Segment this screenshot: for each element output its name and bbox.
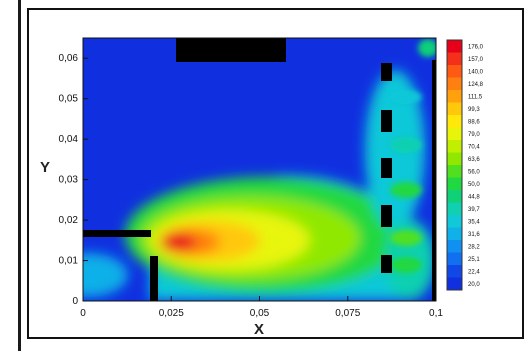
y-tick-label: 0,01 [59,256,79,267]
plot-area [83,38,436,301]
right-wall-seg-2 [381,110,392,132]
colorbar-label: 63,6 [468,157,480,163]
left-border-rule [18,0,21,351]
colorbar-label: 56,0 [468,169,480,175]
colorbar-label: 79,0 [468,132,480,138]
colorbar-swatch [447,65,462,78]
colorbar-swatch [447,177,462,191]
x-tick-label: 0 [80,308,86,319]
x-axis-ticks: 0 0,025 0,05 0,075 0,1 [80,296,443,319]
colorbar-swatch [447,127,462,141]
colorbar-swatch [447,115,462,128]
x-axis-title: X [254,321,264,338]
colorbar-label: 124,8 [468,82,484,88]
colorbar-label: 44,8 [468,194,480,200]
colorbar-swatch [447,77,462,91]
colorbar-label: 20,0 [468,282,480,288]
colorbar-swatch [447,52,462,66]
vent-bubbles [390,39,436,273]
colorbar-label: 111,5 [468,94,483,100]
y-axis-title: Y [40,159,50,176]
colorbar-swatch [447,152,462,166]
x-tick-label: 0,1 [429,308,443,319]
x-tick-label: 0,025 [159,308,184,319]
colorbar-label: 176,0 [468,44,484,50]
colorbar-label: 31,6 [468,232,480,238]
colorbar-swatch [447,40,462,53]
colorbar-swatch [447,190,462,203]
colorbar-swatch [447,90,462,103]
right-wall-seg-4 [381,205,392,227]
y-tick-label: 0,04 [59,134,79,145]
colorbar-label: 22,4 [468,269,480,275]
flow-field [83,70,435,300]
right-wall-seg-1 [381,63,392,81]
colorbar-swatch [447,240,462,253]
colorbar-swatch [447,102,462,116]
colorbar-swatch [447,277,462,291]
right-wall-seg-3 [381,158,392,178]
y-axis-ticks: 0 0,01 0,02 0,03 0,04 0,05 0,06 [59,53,88,307]
right-wall-seg-5 [381,255,392,273]
colorbar-label: 25,1 [468,257,480,263]
colorbar-label: 28,2 [468,244,480,250]
y-tick-label: 0,05 [59,94,79,105]
y-tick-label: 0,06 [59,53,79,64]
y-tick-label: 0 [72,296,78,307]
colorbar-swatch [447,265,462,278]
colorbar: 176,0 157,0 140,0 124,8 111,5 99,3 88,6 79,0 70,… [446,39,484,291]
right-wall-bottom [432,60,436,301]
x-tick-label: 0,05 [250,308,270,319]
colorbar-label: 35,4 [468,219,480,225]
colorbar-label: 157,0 [468,57,484,63]
obstacles [83,38,436,301]
colorbar-label: 140,0 [468,69,484,75]
colorbar-swatch [447,202,462,216]
inlet-wall-horizontal [83,230,151,237]
colorbar-swatch [447,215,462,228]
colorbar-swatch [447,165,462,178]
inlet-wall-vertical [150,256,158,301]
x-tick-label: 0,075 [335,308,360,319]
colorbar-swatch [447,252,462,266]
colorbar-label: 99,3 [468,107,480,113]
colorbar-label: 50,0 [468,182,480,188]
colorbar-label: 88,6 [468,119,480,125]
top-obstacle [176,38,286,62]
colorbar-swatch [447,227,462,241]
chart-box-border [27,8,524,339]
y-tick-label: 0,02 [59,215,79,226]
colorbar-swatch [447,140,462,153]
colorbar-label: 39,7 [468,207,480,213]
y-tick-label: 0,03 [59,175,79,186]
colorbar-label: 70,4 [468,144,480,150]
colorbar-frame [446,39,463,291]
